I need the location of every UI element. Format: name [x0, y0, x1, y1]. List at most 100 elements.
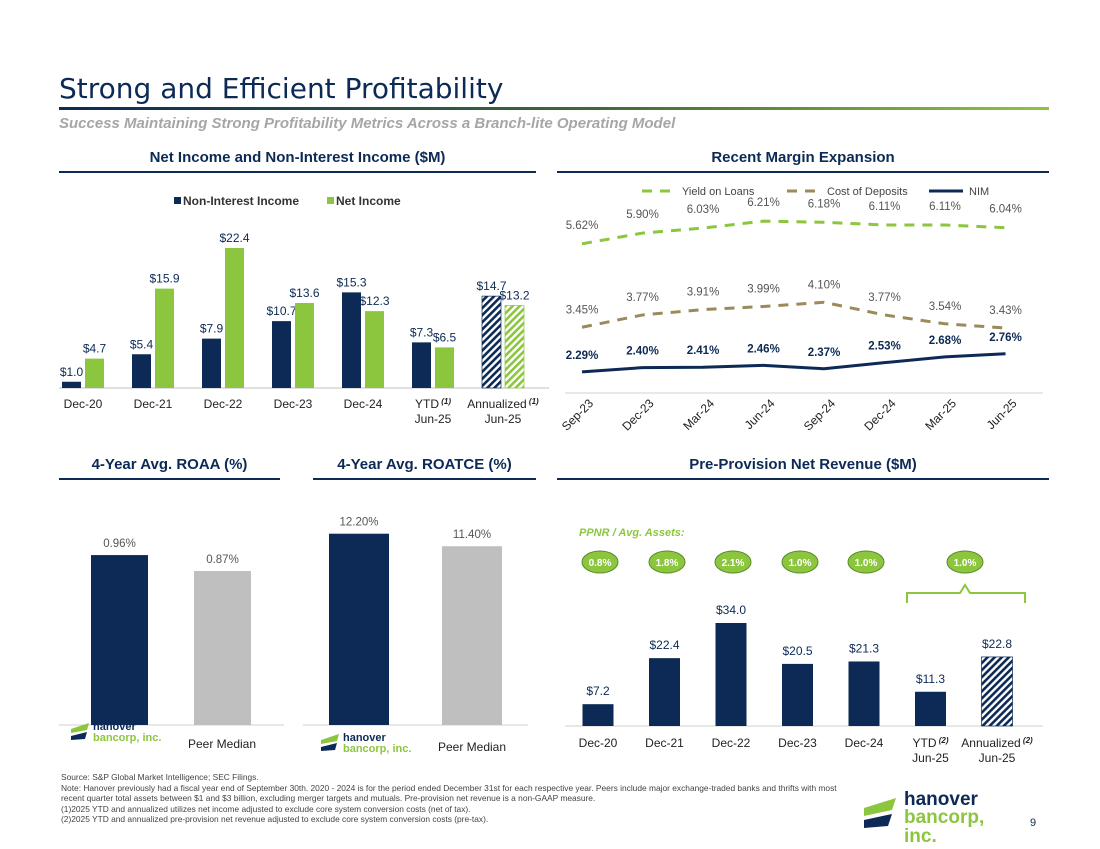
data-label: $20.5 — [782, 644, 812, 658]
data-label: $12.3 — [359, 294, 389, 308]
bar-hanover — [91, 555, 148, 725]
data-label: $34.0 — [716, 603, 746, 617]
x-tick-label: Jun-25 — [912, 751, 949, 765]
data-label: 3.77% — [868, 292, 901, 304]
ratio-badge-label: 1.0% — [954, 558, 977, 569]
data-label: 2.41% — [687, 345, 720, 357]
section-divider — [313, 478, 536, 480]
section-divider — [59, 171, 536, 173]
data-label: 3.99% — [747, 283, 780, 295]
bar-ppnr — [715, 623, 747, 726]
legend-label-net-income: Net Income — [336, 194, 401, 208]
bar-peer-median — [194, 571, 251, 725]
data-label: $11.3 — [916, 672, 945, 686]
bar-non-interest-income — [272, 321, 291, 388]
section-divider — [59, 478, 280, 480]
data-label: 2.46% — [747, 343, 780, 355]
ratio-badge-label: 1.0% — [855, 558, 878, 569]
ratio-badge — [581, 550, 619, 574]
data-label: $15.3 — [336, 275, 366, 289]
bar-peer-median — [442, 546, 502, 725]
svg-text:hanover: hanover — [93, 721, 137, 733]
x-tick-label: Jun-25 — [415, 412, 452, 426]
data-label: 6.18% — [808, 198, 841, 210]
legend-label-yield-on-loans: Yield on Loans — [682, 186, 755, 198]
x-tick-label: Dec-20 — [64, 397, 103, 411]
ratio-badge-label: 1.0% — [789, 558, 812, 569]
x-tick-label: Mar-25 — [922, 396, 959, 433]
ppnr-ratio-title: PPNR / Avg. Assets: — [579, 527, 685, 539]
bar-ppnr — [848, 661, 880, 726]
x-tick-label: Dec-22 — [204, 397, 243, 411]
legend-label-cost-of-deposits: Cost of Deposits — [827, 186, 908, 198]
bar-non-interest-income — [481, 295, 502, 389]
data-label: $22.8 — [982, 637, 1012, 651]
data-label: 11.40% — [453, 529, 491, 541]
data-label: 6.04% — [989, 204, 1022, 216]
bar-non-interest-income — [342, 292, 361, 388]
data-label: $7.2 — [586, 684, 610, 698]
x-tick-label: Jun-25 — [485, 412, 522, 426]
data-label: 4.10% — [808, 279, 841, 291]
x-tick-label: Dec-21 — [134, 397, 173, 411]
bar-net-income — [85, 358, 104, 388]
data-label: 3.77% — [626, 292, 659, 304]
x-tick-label: YTD (2) — [913, 736, 949, 750]
logo-text-top: hanover — [904, 789, 978, 810]
bar-ppnr — [582, 704, 614, 726]
footnote-2: (2)2025 YTD and annualized pre-provision… — [61, 814, 489, 824]
bar-non-interest-income — [202, 338, 221, 388]
ratio-badge-label: 2.1% — [722, 558, 745, 569]
bar-net-income — [155, 288, 174, 388]
roatce-chart-title: 4-Year Avg. ROATCE (%) — [337, 456, 512, 473]
x-tick-label: Peer Median — [188, 737, 256, 751]
bar-non-interest-income — [62, 381, 81, 388]
legend-label-nim: NIM — [969, 186, 989, 198]
bar-ppnr — [915, 691, 946, 726]
bar-hanover — [329, 533, 389, 725]
ratio-badge-label: 1.8% — [656, 558, 679, 569]
x-tick-label: Dec-24 — [344, 397, 383, 411]
title-divider — [59, 107, 1049, 110]
bar-net-income — [435, 347, 454, 388]
x-tick-label: Mar-24 — [680, 396, 717, 433]
ratio-badge — [648, 550, 686, 574]
data-label: $22.4 — [219, 231, 249, 245]
data-label: $15.9 — [149, 272, 179, 286]
data-label: 5.90% — [626, 209, 659, 221]
data-label: 2.76% — [989, 332, 1022, 344]
section-divider — [557, 478, 1049, 480]
series-line-yield-on-loans — [581, 219, 1006, 246]
ratio-badge — [847, 550, 885, 574]
data-label: $4.7 — [83, 342, 107, 356]
data-label: $7.9 — [200, 322, 224, 336]
bar-net-income — [365, 311, 384, 388]
x-tick-label: Dec-23 — [778, 736, 817, 750]
data-label: 6.03% — [687, 204, 720, 216]
bar-net-income — [295, 303, 314, 388]
company-logo: hanover bancorp, inc. — [862, 789, 1022, 846]
data-label: 3.45% — [566, 304, 599, 316]
data-label: 6.11% — [869, 201, 901, 213]
data-label: $13.2 — [499, 289, 529, 303]
roaa-chart-title: 4-Year Avg. ROAA (%) — [91, 456, 248, 473]
bar-ppnr — [649, 658, 680, 726]
x-tick-label: Dec-20 — [579, 736, 618, 750]
data-label: 2.40% — [626, 346, 659, 358]
ratio-badge-label: 0.8% — [589, 558, 612, 569]
x-tick-label: Dec-24 — [861, 396, 898, 433]
data-label: $6.5 — [433, 330, 457, 344]
x-tick-label: Peer Median — [438, 740, 506, 754]
data-label: 0.87% — [206, 554, 239, 566]
x-tick-label: Dec-23 — [619, 396, 656, 433]
footnotes: Source: S&P Global Market Intelligence; … — [61, 772, 861, 825]
svg-text:hanover: hanover — [343, 732, 387, 744]
page-title: Strong and Efficient Profitability — [59, 72, 504, 105]
bar-non-interest-income — [132, 354, 151, 388]
series-line-nim — [581, 352, 1006, 374]
margin-chart: Yield on Loans Cost of Deposits NIM 5.62% 5.… — [559, 186, 1043, 433]
page-subtitle: Success Maintaining Strong Profitability… — [59, 115, 676, 132]
x-tick-label: Jun-25 — [979, 751, 1016, 765]
